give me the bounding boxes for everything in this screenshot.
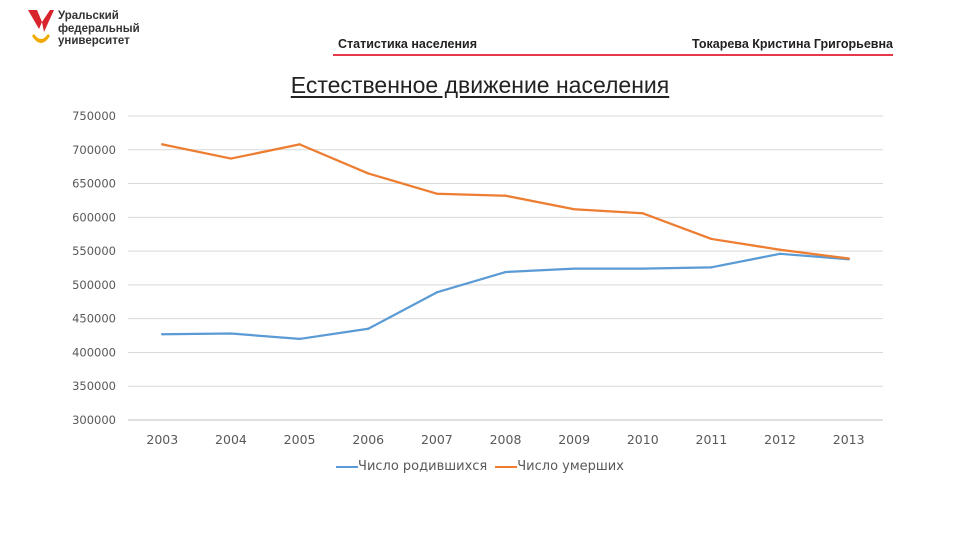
data-point-deaths xyxy=(367,172,370,175)
data-point-deaths xyxy=(847,257,850,260)
data-point-deaths xyxy=(161,143,164,146)
y-tick-label: 600000 xyxy=(72,210,116,224)
data-point-births xyxy=(161,333,164,336)
data-point-births xyxy=(504,270,507,274)
data-point-births xyxy=(229,332,233,335)
header-author: Токарева Кристина Григорьевна xyxy=(692,37,893,51)
x-tick-label: 2004 xyxy=(215,432,247,447)
y-tick-label: 650000 xyxy=(72,177,116,191)
data-point-births xyxy=(435,291,439,294)
logo-line-3: университет xyxy=(58,35,130,47)
data-point-births xyxy=(710,266,713,269)
x-tick-label: 2013 xyxy=(833,432,865,447)
data-point-births xyxy=(367,327,370,330)
data-point-deaths xyxy=(778,248,782,251)
legend-item-deaths: Число умерших xyxy=(495,459,624,474)
data-point-births xyxy=(778,252,782,256)
x-tick-label: 2007 xyxy=(421,432,453,447)
university-logo-text: Уральский федеральный университет xyxy=(58,10,140,48)
legend-swatch-deaths xyxy=(495,465,518,468)
legend-swatch-births xyxy=(336,465,359,468)
logo-line-1: Уральский xyxy=(58,10,119,22)
data-point-deaths xyxy=(641,212,644,215)
legend-item-births: Число родившихся xyxy=(336,459,487,474)
x-tick-label: 2003 xyxy=(146,432,178,447)
x-tick-label: 2008 xyxy=(490,432,522,447)
logo-line-2: федеральный xyxy=(58,22,140,35)
header-divider xyxy=(333,54,893,56)
data-point-births xyxy=(298,337,301,341)
chart-title: Естественное движение населения xyxy=(290,72,670,98)
header-topic: Статистика населения xyxy=(338,37,478,51)
y-tick-label: 700000 xyxy=(72,143,116,157)
y-tick-label: 300000 xyxy=(72,413,116,427)
legend-label-births: Число родившихся xyxy=(358,459,488,474)
legend-label-deaths: Число умерших xyxy=(517,459,624,474)
x-tick-label: 2009 xyxy=(558,432,590,447)
series-line-deaths xyxy=(161,143,850,260)
data-point-deaths xyxy=(229,157,233,160)
series-line-births xyxy=(161,252,850,341)
data-point-births xyxy=(641,267,644,270)
y-tick-label: 450000 xyxy=(72,312,116,326)
chart-legend: Число родившихся Число умерших xyxy=(0,459,960,474)
data-point-deaths xyxy=(710,237,713,241)
y-tick-label: 500000 xyxy=(72,278,116,292)
university-logo-icon xyxy=(28,10,54,43)
y-tick-label: 550000 xyxy=(72,244,116,258)
data-point-births xyxy=(572,267,576,270)
university-logo: Уральский федеральный университет xyxy=(28,10,148,50)
x-tick-label: 2012 xyxy=(764,432,796,447)
y-tick-label: 350000 xyxy=(72,379,116,393)
x-tick-label: 2010 xyxy=(627,432,659,447)
x-tick-label: 2011 xyxy=(696,432,728,447)
y-tick-label: 750000 xyxy=(72,109,116,123)
y-tick-label: 400000 xyxy=(72,345,116,359)
x-tick-label: 2005 xyxy=(284,432,316,447)
data-point-deaths xyxy=(435,192,439,195)
data-point-deaths xyxy=(504,194,507,197)
data-point-deaths xyxy=(298,143,301,146)
data-point-deaths xyxy=(572,208,576,211)
x-tick-label: 2006 xyxy=(352,432,384,447)
